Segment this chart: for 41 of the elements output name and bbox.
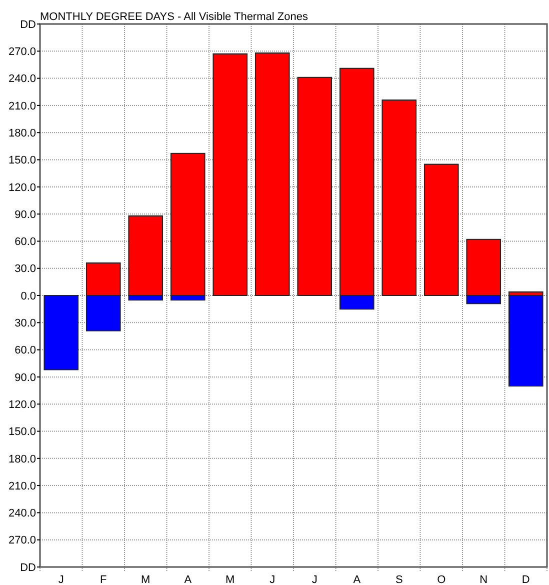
y-tick-label: 90.0 — [14, 372, 36, 384]
y-tick-label: DD — [20, 562, 36, 574]
chart-title: MONTHLY DEGREE DAYS - All Visible Thermal Zones — [40, 11, 308, 23]
y-tick-label: 240.0 — [8, 73, 36, 86]
x-tick-label: S — [395, 574, 403, 585]
x-tick-label: N — [480, 574, 488, 585]
x-tick-label: F — [100, 574, 108, 585]
x-tick-label: J — [312, 574, 318, 585]
x-tick-label: A — [184, 574, 192, 585]
y-tick-label: 180.0 — [8, 127, 36, 140]
y-tick-label: 180.0 — [8, 453, 36, 466]
bar — [382, 100, 417, 296]
y-tick-label: 120.0 — [8, 182, 36, 194]
bar — [508, 295, 544, 386]
bar — [424, 164, 459, 296]
bar — [254, 52, 290, 296]
x-tick-label: J — [58, 574, 64, 585]
y-tick-label: 270.0 — [8, 534, 36, 547]
y-tick-label: 60.0 — [14, 344, 36, 357]
y-tick-label: 120.0 — [8, 398, 36, 411]
y-tick-label: 30.0 — [14, 263, 36, 276]
y-tick-label: 90.0 — [14, 208, 36, 221]
y-tick-label: 150.0 — [8, 154, 36, 167]
y-tick-label: 0.0 — [20, 290, 36, 302]
y-tick-label: 210.0 — [8, 480, 36, 492]
y-tick-label: 210.0 — [8, 100, 36, 112]
x-tick-label: D — [522, 574, 530, 585]
x-tick-label: O — [437, 574, 446, 585]
y-tick-label: 30.0 — [14, 318, 36, 330]
y-tick-label: 150.0 — [8, 426, 36, 438]
x-tick-label: A — [353, 574, 362, 585]
y-tick-label: DD — [20, 18, 36, 31]
y-tick-label: 270.0 — [8, 46, 36, 58]
bar — [212, 53, 248, 296]
y-tick-label: 240.0 — [8, 508, 36, 520]
bar — [44, 295, 79, 370]
x-tick-label: J — [270, 574, 276, 585]
x-tick-label: M — [141, 574, 150, 585]
x-tick-label: M — [226, 574, 235, 585]
bar — [297, 76, 332, 296]
y-tick-label: 60.0 — [14, 236, 36, 248]
